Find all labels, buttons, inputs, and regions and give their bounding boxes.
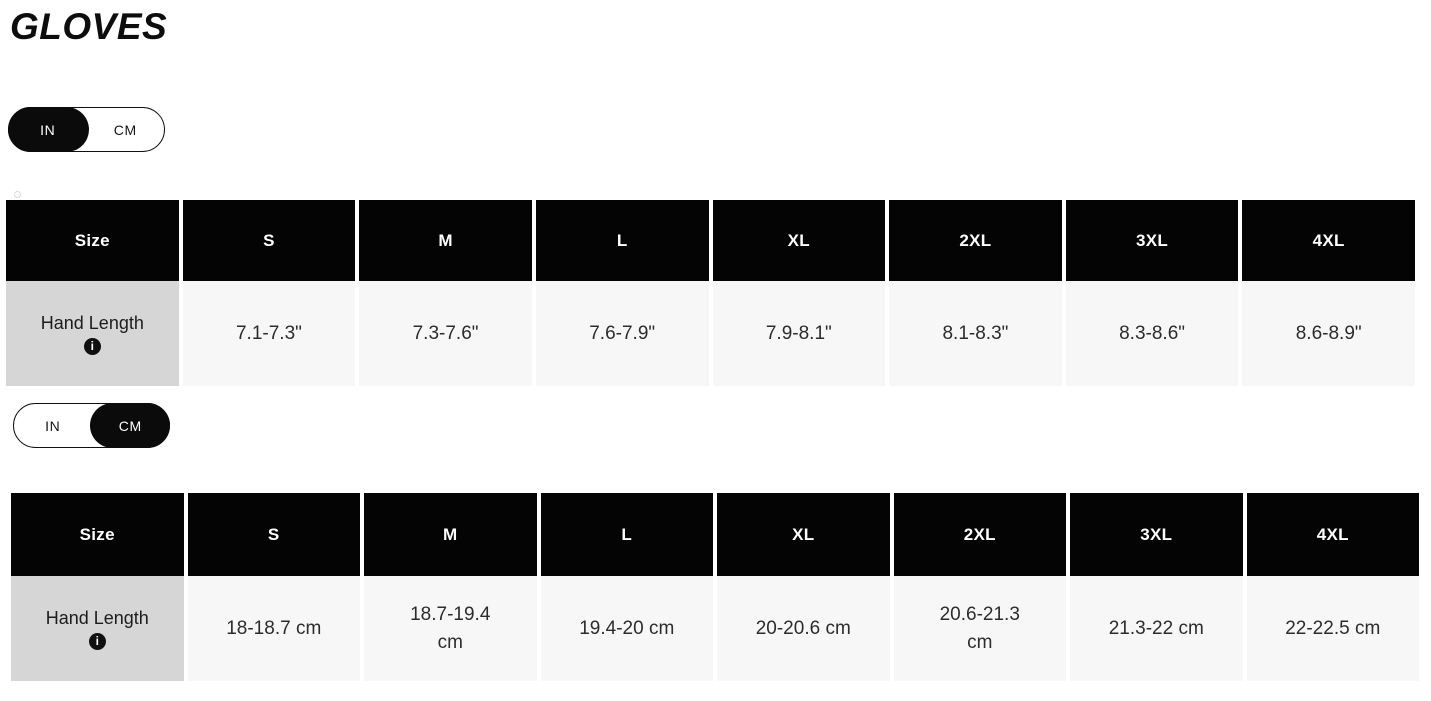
cell-hand-length-m: 7.3-7.6" — [359, 281, 532, 386]
column-header-size: Size — [6, 200, 179, 281]
cell-hand-length-4xl: 22-22.5 cm — [1246, 576, 1419, 681]
column-header-2xl: 2XL — [893, 493, 1066, 576]
cell-value: 8.6-8.9" — [1295, 322, 1362, 344]
cell-hand-length-l: 7.6-7.9" — [535, 281, 709, 386]
cell-value: 7.9-8.1" — [765, 322, 832, 344]
column-header-4xl: 4XL — [1246, 493, 1419, 576]
cell-hand-length-2xl: 20.6-21.3 cm — [893, 576, 1066, 681]
toggle-option-cm[interactable]: CM — [118, 417, 142, 434]
column-header-size: Size — [11, 493, 184, 576]
cell-value: 7.1-7.3" — [235, 322, 302, 344]
cell-hand-length-xl: 7.9-8.1" — [712, 281, 886, 386]
size-table-cm: Size S M L XL 2XL 3XL 4XL Hand Length i … — [11, 493, 1419, 681]
toggle-option-cm[interactable]: CM — [113, 121, 137, 138]
row-label-hand-length: Hand Length i — [11, 576, 184, 681]
cell-value: 8.1-8.3" — [942, 322, 1009, 344]
column-header-l: L — [535, 200, 709, 281]
cell-value: 20-20.6 cm — [755, 617, 851, 639]
cell-value: 22-22.5 cm — [1285, 617, 1381, 639]
row-label-hand-length: Hand Length i — [6, 281, 179, 386]
cell-value: 7.3-7.6" — [412, 322, 479, 344]
cell-hand-length-xl: 20-20.6 cm — [717, 576, 890, 681]
size-table-inches: Size S M L XL 2XL 3XL 4XL Hand Length i … — [6, 200, 1415, 386]
cell-hand-length-3xl: 21.3-22 cm — [1070, 576, 1243, 681]
column-header-m: M — [359, 200, 532, 281]
anchor-dot — [14, 191, 21, 198]
row-label-text: Hand Length — [40, 312, 144, 333]
info-icon[interactable]: i — [83, 337, 101, 355]
cell-hand-length-2xl: 8.1-8.3" — [889, 281, 1062, 386]
column-header-4xl: 4XL — [1242, 200, 1415, 281]
unit-toggle-inches[interactable]: IN CM — [8, 107, 165, 152]
cell-value: 8.3-8.6" — [1119, 322, 1186, 344]
cell-hand-length-s: 18-18.7 cm — [187, 576, 360, 681]
cell-hand-length-s: 7.1-7.3" — [182, 281, 356, 386]
cell-value: 20.6-21.3 cm — [939, 603, 1020, 653]
cell-hand-length-l: 19.4-20 cm — [540, 576, 713, 681]
cell-value: 7.6-7.9" — [589, 322, 656, 344]
column-header-s: S — [187, 493, 360, 576]
column-header-3xl: 3XL — [1065, 200, 1239, 281]
column-header-xl: XL — [717, 493, 890, 576]
cell-hand-length-m: 18.7-19.4 cm — [364, 576, 537, 681]
unit-toggle-cm[interactable]: IN CM — [13, 403, 170, 448]
cell-value: 19.4-20 cm — [579, 617, 675, 639]
column-header-2xl: 2XL — [889, 200, 1062, 281]
toggle-active-pill — [89, 403, 170, 448]
toggle-option-in[interactable]: IN — [40, 121, 56, 138]
cell-hand-length-4xl: 8.6-8.9" — [1242, 281, 1415, 386]
column-header-m: M — [364, 493, 537, 576]
column-header-xl: XL — [712, 200, 886, 281]
cell-value: 18-18.7 cm — [226, 617, 322, 639]
info-icon[interactable]: i — [88, 632, 106, 650]
toggle-active-pill — [8, 107, 89, 152]
column-header-3xl: 3XL — [1070, 493, 1243, 576]
column-header-s: S — [182, 200, 356, 281]
page-title: GLOVES — [10, 6, 168, 47]
cell-value: 21.3-22 cm — [1108, 617, 1204, 639]
column-header-l: L — [540, 493, 713, 576]
cell-hand-length-3xl: 8.3-8.6" — [1065, 281, 1239, 386]
cell-value: 18.7-19.4 cm — [410, 603, 491, 653]
toggle-option-in[interactable]: IN — [45, 417, 61, 434]
row-label-text: Hand Length — [45, 607, 149, 628]
